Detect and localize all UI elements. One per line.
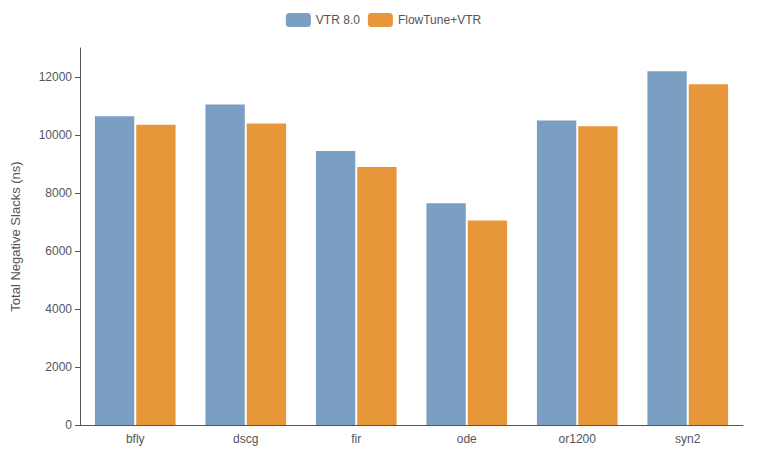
- svg-text:syn2: syn2: [675, 432, 701, 446]
- svg-text:10000: 10000: [39, 128, 73, 142]
- svg-text:12000: 12000: [39, 70, 73, 84]
- svg-text:bfly: bfly: [126, 432, 145, 446]
- svg-text:4000: 4000: [45, 302, 72, 316]
- svg-text:fir: fir: [351, 432, 361, 446]
- svg-text:FlowTune+VTR: FlowTune+VTR: [398, 13, 482, 27]
- svg-text:2000: 2000: [45, 360, 72, 374]
- svg-text:0: 0: [65, 418, 72, 432]
- svg-text:ode: ode: [457, 432, 477, 446]
- svg-text:VTR 8.0: VTR 8.0: [316, 13, 360, 27]
- svg-text:dscg: dscg: [233, 432, 258, 446]
- svg-text:or1200: or1200: [559, 432, 597, 446]
- svg-text:8000: 8000: [45, 186, 72, 200]
- svg-text:6000: 6000: [45, 244, 72, 258]
- svg-text:Total Negative Slacks (ns): Total Negative Slacks (ns): [8, 161, 23, 311]
